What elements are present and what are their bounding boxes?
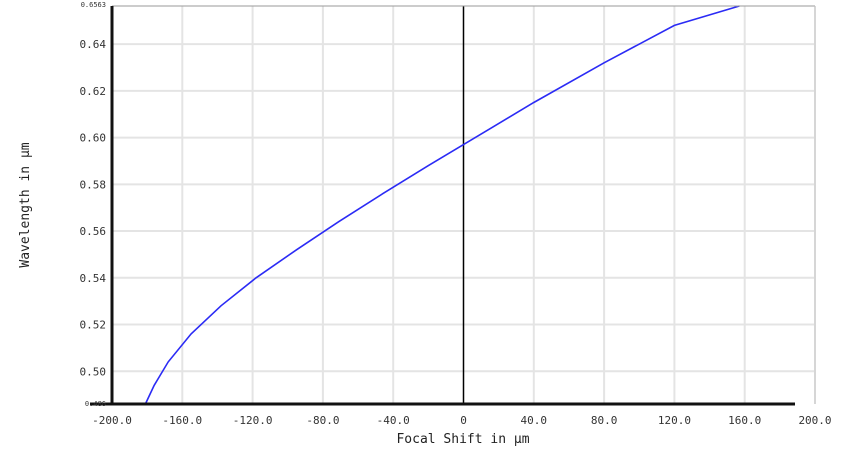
y-tick-label: 0.58 <box>80 178 107 191</box>
x-axis-title: Focal Shift in µm <box>396 432 529 447</box>
y-max-label: 0.6563 <box>81 1 106 9</box>
y-tick-labels: 0.50 0.52 0.54 0.56 0.58 0.60 0.62 0.64 0.6563 0.… <box>80 1 107 408</box>
x-tick-label: -80.0 <box>306 414 339 427</box>
y-tick-label: 0.54 <box>80 272 107 285</box>
y-tick-label: 0.60 <box>80 132 107 145</box>
series-layer <box>144 5 740 405</box>
y-min-label: 0.486 <box>85 400 106 408</box>
x-tick-labels: -200.0 -160.0 -120.0 -80.0 -40.0 0 40.0 80.0 120… <box>92 414 831 427</box>
x-tick-label: 0 <box>460 414 467 427</box>
x-tick-label: -160.0 <box>162 414 202 427</box>
x-tick-label: -200.0 <box>92 414 132 427</box>
y-tick-label: 0.52 <box>80 319 107 332</box>
x-tick-label: -40.0 <box>377 414 410 427</box>
x-tick-label: 160.0 <box>728 414 761 427</box>
y-tick-label: 0.50 <box>80 365 107 378</box>
x-tick-label: 40.0 <box>521 414 548 427</box>
series-line <box>144 5 740 405</box>
x-tick-label: 80.0 <box>591 414 618 427</box>
y-tick-label: 0.64 <box>80 38 107 51</box>
x-tick-label: 120.0 <box>658 414 691 427</box>
x-tick-label: -120.0 <box>233 414 273 427</box>
plot-frame <box>90 5 816 406</box>
y-tick-label: 0.56 <box>80 225 107 238</box>
y-axis-title: Wavelength in µm <box>18 142 33 267</box>
y-tick-label: 0.62 <box>80 85 107 98</box>
x-tick-label: 200.0 <box>798 414 831 427</box>
